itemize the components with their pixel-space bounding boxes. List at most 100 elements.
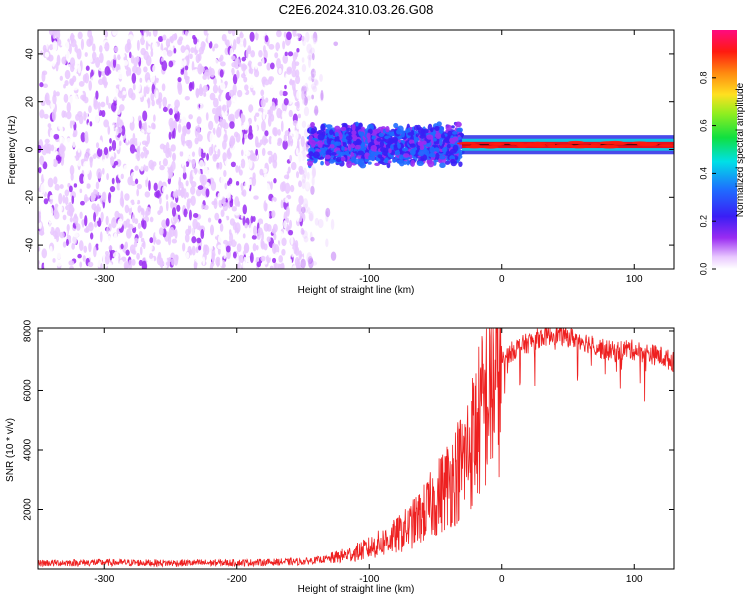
heatmap-cell bbox=[183, 208, 188, 218]
heatmap-cell bbox=[304, 181, 311, 192]
heatmap-cell bbox=[137, 222, 142, 230]
heatmap-cell bbox=[428, 152, 434, 158]
heatmap-cell bbox=[412, 136, 420, 143]
heatmap-cell bbox=[263, 173, 269, 178]
heatmap-cell bbox=[106, 30, 113, 33]
heatmap-cell bbox=[59, 231, 65, 239]
heatmap-cell bbox=[123, 261, 129, 269]
heatmap-cell bbox=[141, 140, 148, 146]
spectrogram-x-ticks: -300 -200 -100 0 100 bbox=[94, 30, 643, 285]
heatmap-cell bbox=[310, 54, 316, 66]
heatmap-cell bbox=[298, 122, 303, 128]
heatmap-cell bbox=[65, 50, 71, 62]
heatmap-cell bbox=[162, 34, 167, 41]
heatmap-cell bbox=[145, 247, 150, 258]
heatmap-cell bbox=[183, 59, 187, 67]
heatmap-cell bbox=[308, 213, 314, 221]
heatmap-cell bbox=[98, 52, 104, 64]
heatmap-cell bbox=[380, 147, 386, 153]
heatmap-cell bbox=[177, 189, 182, 197]
heatmap-cell bbox=[283, 220, 287, 229]
heatmap-cell bbox=[277, 263, 284, 269]
heatmap-cell bbox=[210, 261, 215, 267]
heatmap-cell bbox=[60, 125, 64, 136]
heatmap-cell bbox=[218, 79, 222, 86]
heatmap-cell bbox=[64, 189, 70, 197]
heatmap-cell bbox=[124, 193, 130, 201]
heatmap-cell bbox=[121, 197, 125, 208]
heatmap-cell bbox=[131, 213, 136, 224]
heatmap-cell bbox=[419, 144, 425, 151]
heatmap-cell bbox=[388, 148, 392, 154]
heatmap-cell bbox=[283, 31, 287, 38]
heatmap-cell bbox=[261, 57, 265, 68]
heatmap-cell bbox=[221, 33, 227, 42]
heatmap-cell bbox=[140, 208, 144, 216]
heatmap-cell bbox=[139, 246, 143, 256]
heatmap-cell bbox=[346, 160, 353, 169]
heatmap-cell bbox=[301, 57, 305, 63]
heatmap-cell bbox=[325, 207, 331, 218]
heatmap-cell bbox=[197, 53, 202, 62]
heatmap-cell bbox=[137, 205, 142, 214]
heatmap-cell bbox=[84, 82, 88, 92]
heatmap-cell bbox=[278, 48, 282, 56]
heatmap-cell bbox=[227, 180, 230, 186]
heatmap-cell bbox=[314, 67, 318, 75]
heatmap-cell bbox=[439, 127, 443, 134]
heatmap-cell bbox=[91, 144, 96, 150]
heatmap-cell bbox=[289, 219, 292, 229]
heatmap-cell bbox=[295, 211, 300, 222]
heatmap-cell bbox=[345, 135, 353, 141]
heatmap-cell bbox=[87, 261, 94, 268]
heatmap-cell bbox=[52, 40, 58, 52]
heatmap-cell bbox=[221, 259, 226, 268]
heatmap-cell bbox=[69, 165, 75, 176]
heatmap-cell bbox=[458, 161, 463, 167]
heatmap-cell bbox=[312, 85, 318, 93]
heatmap-cell bbox=[44, 138, 50, 144]
heatmap-cell bbox=[325, 210, 329, 222]
heatmap-cell bbox=[189, 53, 193, 60]
heatmap-cell bbox=[134, 104, 139, 114]
heatmap-cell bbox=[347, 143, 352, 152]
heatmap-cell bbox=[42, 44, 47, 53]
heatmap-cell bbox=[242, 204, 247, 215]
heatmap-cell bbox=[304, 65, 310, 77]
heatmap-cell bbox=[131, 258, 136, 266]
heatmap-cell bbox=[127, 87, 134, 99]
heatmap-cell bbox=[86, 149, 90, 160]
heatmap-cell bbox=[62, 214, 67, 221]
heatmap-cell bbox=[88, 223, 93, 228]
heatmap-cell bbox=[177, 76, 182, 83]
heatmap-cell bbox=[95, 90, 99, 100]
heatmap-cell bbox=[300, 258, 306, 269]
heatmap-cell bbox=[136, 39, 140, 51]
heatmap-ridge-blob bbox=[456, 141, 476, 145]
heatmap-cell bbox=[312, 151, 320, 159]
heatmap-cell bbox=[191, 245, 196, 256]
heatmap-cell bbox=[274, 52, 279, 59]
heatmap-cell bbox=[285, 217, 290, 224]
heatmap-cell bbox=[133, 240, 138, 248]
heatmap-ridge-blob bbox=[532, 141, 543, 145]
heatmap-cell bbox=[65, 85, 70, 92]
heatmap-cell bbox=[271, 83, 276, 88]
heatmap-cell bbox=[275, 231, 282, 241]
heatmap-cell bbox=[310, 185, 315, 196]
heatmap-ridge-blob bbox=[600, 145, 619, 149]
heatmap-cell bbox=[236, 36, 241, 45]
heatmap-cell bbox=[252, 243, 257, 252]
heatmap-cell bbox=[138, 230, 143, 239]
heatmap-cell bbox=[131, 72, 137, 84]
heatmap-cell bbox=[200, 128, 205, 136]
heatmap-cell bbox=[190, 47, 195, 54]
heatmap-cell bbox=[261, 231, 264, 242]
heatmap-cell bbox=[383, 158, 388, 164]
heatmap-cell bbox=[308, 49, 313, 61]
heatmap-cell bbox=[119, 181, 123, 191]
heatmap-cell bbox=[250, 153, 256, 161]
heatmap-cell bbox=[273, 127, 278, 137]
heatmap-cell bbox=[49, 165, 53, 174]
heatmap-cell bbox=[38, 213, 42, 224]
